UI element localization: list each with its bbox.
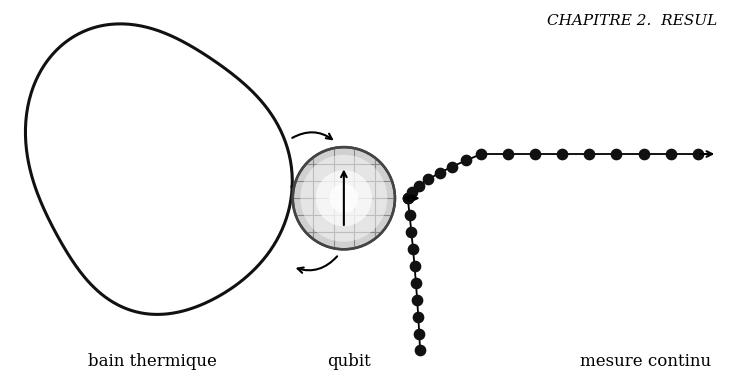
Point [584, 151, 596, 157]
Point [402, 195, 413, 201]
Point [691, 151, 703, 157]
Text: qubit: qubit [327, 353, 370, 370]
Point [405, 229, 417, 235]
Point [412, 314, 424, 320]
Point [556, 151, 568, 157]
Circle shape [293, 147, 395, 249]
Point [433, 170, 445, 176]
Point [422, 176, 434, 182]
Point [410, 280, 422, 286]
Point [408, 263, 420, 269]
Circle shape [316, 170, 372, 226]
Point [637, 151, 649, 157]
Point [413, 183, 425, 189]
Text: mesure continu: mesure continu [579, 353, 711, 370]
Point [414, 347, 426, 353]
Point [404, 212, 416, 218]
Point [413, 331, 425, 337]
Point [460, 157, 472, 163]
Point [476, 151, 488, 157]
Point [611, 151, 622, 157]
Point [411, 297, 423, 303]
Point [665, 151, 677, 157]
Text: bain thermique: bain thermique [88, 353, 216, 370]
Point [502, 151, 514, 157]
Point [402, 195, 413, 201]
Point [446, 164, 458, 170]
Circle shape [300, 155, 388, 242]
Point [530, 151, 542, 157]
Circle shape [330, 184, 358, 212]
Point [406, 189, 418, 195]
Point [407, 246, 419, 252]
Text: CHAPITRE 2.  RESUL: CHAPITRE 2. RESUL [547, 14, 717, 27]
